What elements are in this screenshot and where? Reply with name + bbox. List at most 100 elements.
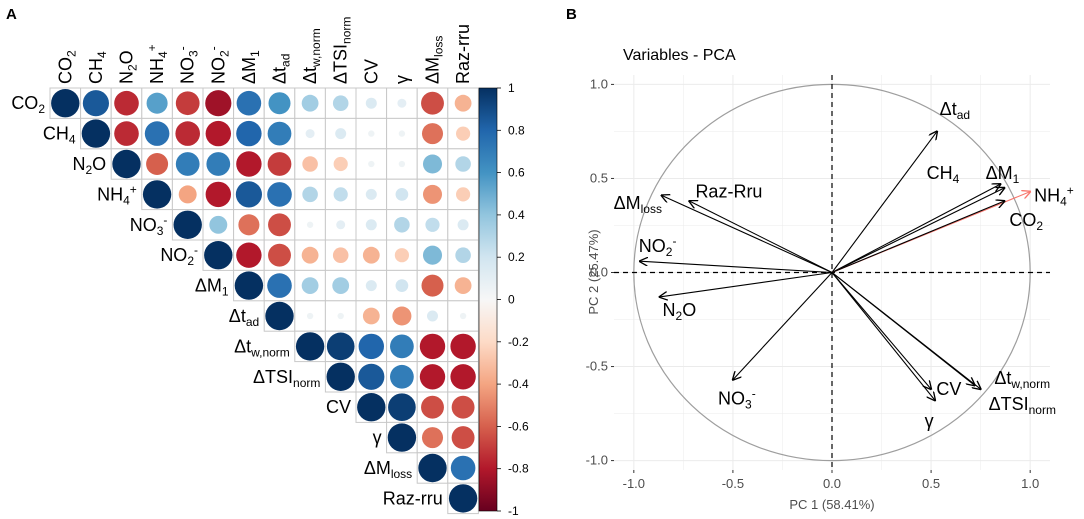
pca-label-base: N	[663, 300, 676, 320]
corr-row-label-base: NO	[130, 215, 157, 235]
corr-circle	[236, 242, 262, 268]
pca-label-tad: Δtad	[940, 99, 970, 122]
corr-circle	[335, 128, 347, 140]
pca-label-base: NO	[718, 389, 745, 409]
corr-col-label-mloss: ΔMloss	[423, 36, 446, 84]
corr-circle	[267, 152, 292, 176]
corr-circle	[358, 363, 385, 390]
corr-circle	[267, 121, 292, 146]
corr-circle	[234, 271, 264, 300]
colorbar-tick-label: -0.2	[508, 335, 529, 349]
pca-label-subscript: ad	[957, 107, 970, 121]
pca-label-base: CO	[1009, 210, 1036, 230]
corr-col-label-subscript: 2	[217, 50, 231, 57]
corr-col-label-base: Δt	[300, 67, 320, 84]
corr-circle	[357, 393, 386, 422]
corr-circle	[236, 151, 262, 177]
corr-col-label-tail: O	[117, 50, 137, 64]
corr-circle	[456, 126, 471, 141]
corr-circle	[451, 395, 475, 419]
corr-row-label-subscript: loss	[391, 467, 412, 481]
corr-row-label-tad: Δtad	[229, 306, 259, 329]
corr-row-label-subscript: ad	[246, 315, 259, 329]
corr-row-label-tsinorm: ΔTSInorm	[253, 367, 320, 390]
pca-x-tick-label: 1.0	[1021, 476, 1039, 491]
corr-row-label-subscript: 2	[38, 102, 45, 116]
corr-circle	[326, 332, 355, 361]
pca-label-m1: ΔM1	[986, 163, 1020, 186]
pca-label-base: γ	[925, 411, 934, 431]
corr-circle	[421, 274, 444, 297]
corr-col-label-base: N	[117, 71, 137, 84]
pca-label-razrru: Raz-Rru	[695, 182, 762, 202]
pca-label-subscript: 2	[666, 245, 673, 259]
corr-circle	[422, 184, 443, 204]
pca-label-base: NH	[1034, 185, 1060, 205]
corr-circle	[301, 246, 319, 264]
corr-circle	[427, 310, 438, 322]
pca-label-n2: N2O	[663, 300, 697, 323]
corr-col-label-subscript: w,norm	[309, 28, 323, 68]
corr-row-label-subscript: 2	[187, 254, 194, 268]
corr-circle	[175, 91, 200, 116]
pca-label-subscript: 2	[1036, 218, 1043, 232]
corr-circle	[302, 156, 318, 172]
corr-col-label-base: NO	[208, 57, 228, 84]
corr-row-label-base: ΔTSI	[253, 367, 293, 387]
corr-circle	[236, 90, 262, 116]
corr-circle	[394, 217, 410, 233]
pca-label-cv: CV	[936, 379, 961, 399]
corr-circle	[455, 156, 471, 172]
corr-circle	[295, 332, 325, 361]
corr-circle	[454, 94, 472, 112]
corr-col-label-: γ	[392, 75, 412, 84]
corr-circle	[388, 393, 416, 422]
corr-circle	[422, 245, 443, 265]
pca-variables-plot: Variables - PCA PC 1 (58.41%) PC 2 (25.4…	[586, 47, 1074, 512]
corr-circle	[114, 121, 139, 146]
corr-row-label-subscript: 1	[222, 284, 229, 298]
corr-row-label-base: CO	[11, 93, 38, 113]
pca-label-base: ΔM	[986, 163, 1013, 183]
corr-circle	[235, 181, 262, 208]
pca-y-tick-label: 1.0	[590, 76, 608, 91]
corr-row-label-base: γ	[373, 428, 382, 448]
corr-circle	[175, 152, 200, 176]
corr-row-label-subscript: w,norm	[250, 345, 290, 359]
corr-col-label-subscript: 4	[94, 51, 108, 58]
corr-circle	[333, 156, 348, 172]
pca-label-base: Δt	[994, 368, 1011, 388]
corr-circle	[365, 188, 377, 200]
pca-label-subscript: loss	[641, 201, 662, 215]
pca-label-tsinorm: ΔTSInorm	[989, 394, 1056, 417]
corr-circle	[268, 213, 291, 237]
colorbar-tick-label: -1	[508, 504, 519, 518]
corr-col-label-base: NH	[147, 58, 167, 84]
pca-arrow-cv	[831, 272, 931, 390]
corr-col-label-superscript: -	[207, 46, 221, 50]
corr-circle	[368, 160, 375, 168]
corr-row-label-subscript: 4	[123, 193, 130, 207]
pca-label-no2: NO2-	[639, 235, 677, 259]
corr-circle	[51, 89, 80, 118]
colorbar: 1 0.8 0.6 0.4 0.2 0 -0.2 -0.4 -0.6 -0.8 -1	[478, 81, 529, 518]
corr-col-label-subscript: 3	[186, 50, 200, 57]
pca-label-twnorm: Δtw,norm	[994, 368, 1050, 391]
corr-col-label-twnorm: Δtw,norm	[300, 28, 323, 84]
pca-arrow-	[831, 272, 935, 401]
corr-row-label-cv: CV	[326, 397, 351, 417]
corr-row-label-co2: CO2	[11, 93, 45, 116]
colorbar-tick-label: -0.8	[508, 462, 529, 476]
pca-arrow-mloss	[662, 195, 833, 274]
pca-arrow-razrru	[689, 201, 833, 273]
corr-row-label-base: N	[72, 154, 85, 174]
corr-circle	[390, 334, 414, 359]
corr-circle	[450, 364, 476, 390]
pca-label-: γ	[925, 411, 934, 431]
corr-circle	[451, 426, 475, 450]
pca-label-subscript: 3	[745, 397, 752, 411]
corr-col-label-nh4: NH4+	[146, 44, 170, 84]
corr-col-label-base: Raz-rru	[453, 24, 473, 84]
corr-cell	[447, 148, 479, 180]
